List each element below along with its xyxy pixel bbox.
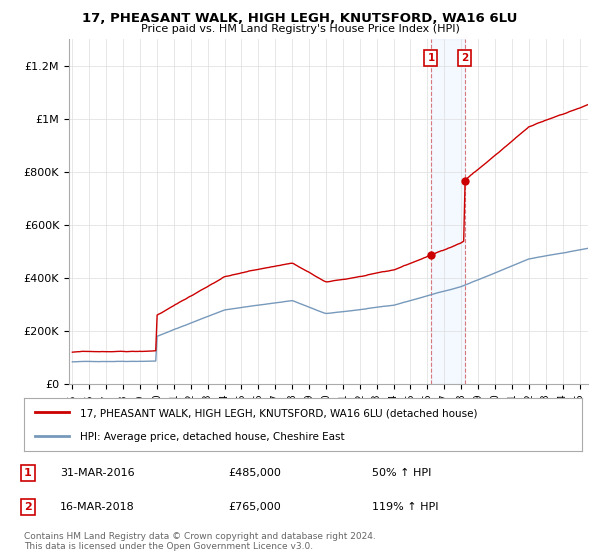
Bar <box>431 39 465 384</box>
Text: Contains HM Land Registry data © Crown copyright and database right 2024.: Contains HM Land Registry data © Crown c… <box>24 532 376 541</box>
Text: 31-MAR-2016: 31-MAR-2016 <box>60 468 134 478</box>
Text: 2: 2 <box>461 53 469 63</box>
Text: 1: 1 <box>24 468 32 478</box>
Text: HPI: Average price, detached house, Cheshire East: HPI: Average price, detached house, Ches… <box>80 432 344 442</box>
Text: This data is licensed under the Open Government Licence v3.0.: This data is licensed under the Open Gov… <box>24 542 313 551</box>
Text: Price paid vs. HM Land Registry's House Price Index (HPI): Price paid vs. HM Land Registry's House … <box>140 24 460 34</box>
Text: 1: 1 <box>427 53 434 63</box>
Text: 50% ↑ HPI: 50% ↑ HPI <box>372 468 431 478</box>
Text: 16-MAR-2018: 16-MAR-2018 <box>60 502 135 512</box>
Text: 2: 2 <box>24 502 32 512</box>
Text: 119% ↑ HPI: 119% ↑ HPI <box>372 502 439 512</box>
Text: £485,000: £485,000 <box>228 468 281 478</box>
Text: 17, PHEASANT WALK, HIGH LEGH, KNUTSFORD, WA16 6LU (detached house): 17, PHEASANT WALK, HIGH LEGH, KNUTSFORD,… <box>80 409 478 418</box>
Text: £765,000: £765,000 <box>228 502 281 512</box>
Text: 17, PHEASANT WALK, HIGH LEGH, KNUTSFORD, WA16 6LU: 17, PHEASANT WALK, HIGH LEGH, KNUTSFORD,… <box>82 12 518 25</box>
